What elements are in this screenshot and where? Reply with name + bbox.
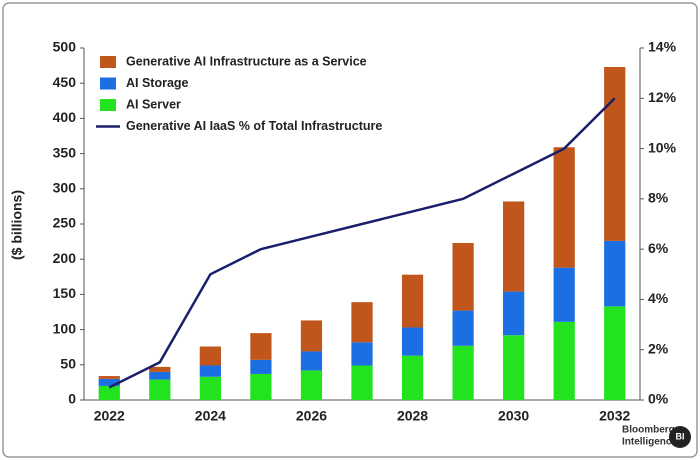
legend-label: AI Server xyxy=(126,97,181,111)
bar-segment xyxy=(98,385,120,400)
bar-segment xyxy=(401,355,424,400)
bar-segment xyxy=(149,371,171,380)
bar-segment xyxy=(300,351,323,371)
bar-segment xyxy=(98,376,120,379)
y2-tick-label: 0% xyxy=(648,391,669,407)
bar-segment xyxy=(604,67,626,241)
y2-tick-label: 10% xyxy=(648,139,677,155)
y2-tick-label: 2% xyxy=(648,340,669,356)
bar-segment xyxy=(452,243,474,311)
legend-swatch xyxy=(100,77,116,90)
bar-segment xyxy=(98,378,120,386)
bar-segment xyxy=(553,321,575,400)
bar-segment xyxy=(604,306,626,400)
y2-tick-label: 4% xyxy=(648,290,669,306)
bar-segment xyxy=(503,291,525,336)
y2-tick-label: 6% xyxy=(648,240,669,256)
bar-segment xyxy=(250,359,272,374)
x-tick-label: 2032 xyxy=(599,408,630,424)
bar-segment xyxy=(401,327,424,356)
source-text: Bloomberg xyxy=(622,425,675,436)
bar-segment xyxy=(300,370,323,400)
bar-segment xyxy=(250,333,272,360)
legend-swatch xyxy=(100,56,116,68)
x-tick-label: 2026 xyxy=(296,408,327,424)
bar-segment xyxy=(503,201,525,292)
y-tick-label: 350 xyxy=(53,144,77,160)
bar-segment xyxy=(149,379,171,400)
y-tick-label: 250 xyxy=(53,215,77,231)
bar-segment xyxy=(401,274,424,328)
legend-label: Generative AI IaaS % of Total Infrastruc… xyxy=(126,119,382,133)
legend-swatch xyxy=(100,99,116,111)
y2-tick-label: 12% xyxy=(648,89,677,105)
y-tick-label: 50 xyxy=(60,356,76,372)
bar-segment xyxy=(351,342,373,366)
y-tick-label: 300 xyxy=(53,180,77,196)
x-tick-label: 2028 xyxy=(397,408,428,424)
y-tick-label: 450 xyxy=(53,74,77,90)
y-tick-label: 0 xyxy=(68,391,76,407)
y-tick-label: 500 xyxy=(53,39,77,55)
bar-segment xyxy=(553,267,575,322)
bar-segment xyxy=(452,310,474,346)
source-logo-text: BI xyxy=(676,431,685,441)
legend-label: AI Storage xyxy=(126,76,189,90)
bar-segment xyxy=(199,365,221,377)
bar-segment xyxy=(604,240,626,307)
x-tick-label: 2030 xyxy=(498,408,529,424)
y2-tick-label: 14% xyxy=(648,39,677,55)
y-tick-label: 200 xyxy=(53,250,77,266)
bar-segment xyxy=(250,373,272,400)
legend-label: Generative AI Infrastructure as a Servic… xyxy=(126,54,367,68)
bar-segment xyxy=(351,365,373,400)
source-logo xyxy=(669,426,691,448)
bar-segment xyxy=(452,345,474,400)
y2-tick-label: 8% xyxy=(648,190,669,206)
y-tick-label: 400 xyxy=(53,109,77,125)
y-tick-label: 100 xyxy=(53,320,77,336)
bar-segment xyxy=(199,376,221,400)
line-series xyxy=(108,97,616,389)
x-tick-label: 2024 xyxy=(195,408,226,424)
bar-segment xyxy=(503,335,525,400)
source-text: Intelligence xyxy=(622,437,677,448)
x-tick-label: 2022 xyxy=(94,408,125,424)
bar-segment xyxy=(553,147,575,268)
bar-segment xyxy=(149,366,171,372)
bar-segment xyxy=(351,302,373,343)
y-tick-label: 150 xyxy=(53,285,77,301)
bar-segment xyxy=(300,320,323,352)
y-axis-title: ($ billions) xyxy=(9,190,25,260)
bar-segment xyxy=(199,346,221,366)
